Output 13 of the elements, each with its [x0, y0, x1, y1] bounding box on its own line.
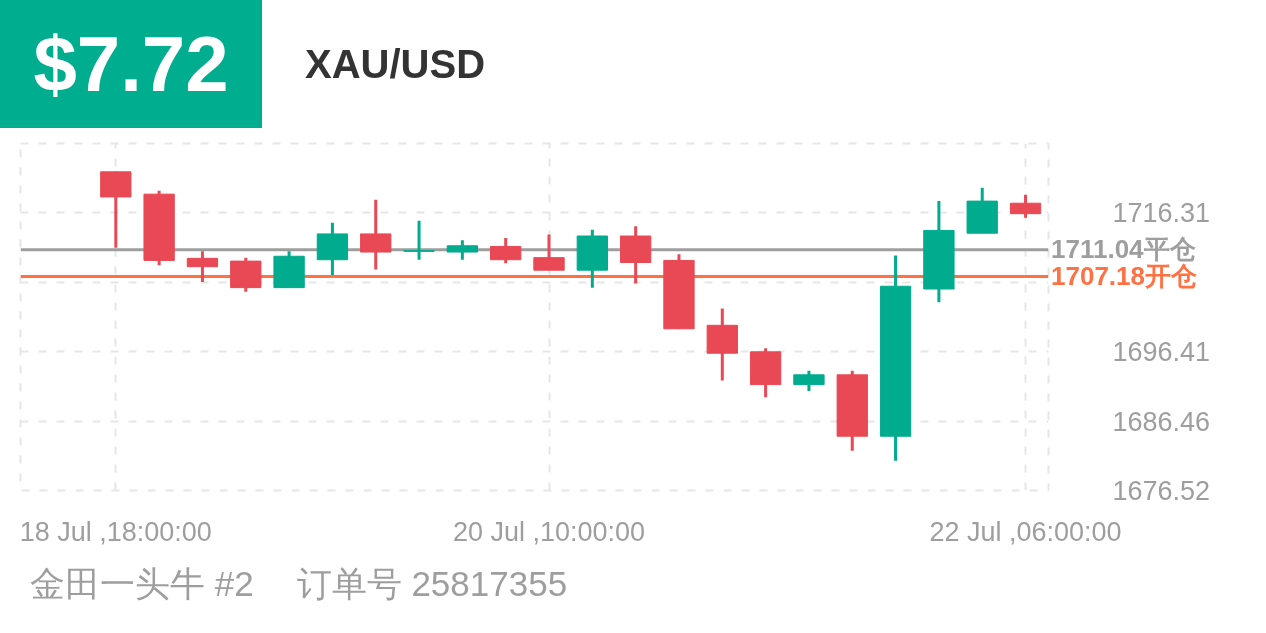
chart-subtitle: $7.72	[33, 20, 229, 108]
x-tick-label: 22 Jul ,06:00:00	[929, 516, 1122, 547]
candlestick	[403, 220, 435, 260]
y-tick-label: 1696.41	[1112, 337, 1211, 368]
text: 金田一头牛 #2	[30, 564, 254, 603]
y-tick-label: 1676.52	[1112, 476, 1211, 506]
x-tick-label: 20 Jul ,10:00:00	[452, 516, 646, 547]
x-tick-label: 18 Jul ,18:00:00	[19, 516, 212, 547]
y-tick-label: 1716.31	[1112, 198, 1211, 229]
chart-title: XAU/USD	[305, 42, 486, 86]
candlestick	[186, 251, 219, 283]
y-tick-label: 1686.46	[1112, 406, 1211, 437]
text: 订单号 25817355	[296, 564, 568, 603]
